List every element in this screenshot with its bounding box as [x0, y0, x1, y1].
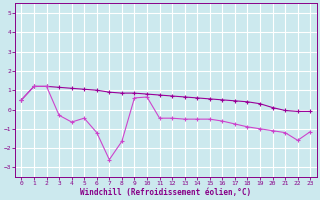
X-axis label: Windchill (Refroidissement éolien,°C): Windchill (Refroidissement éolien,°C): [80, 188, 252, 197]
